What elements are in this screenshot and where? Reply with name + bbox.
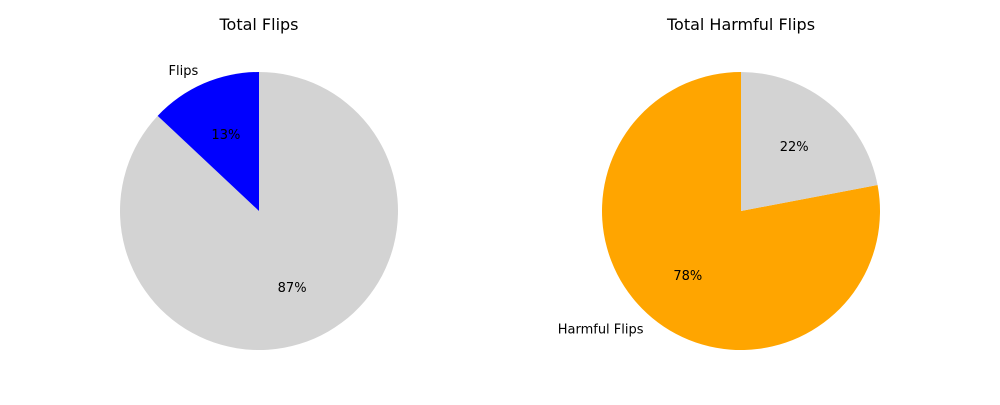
pie-percent-label: 13% bbox=[211, 128, 240, 143]
pie-slice-other bbox=[119, 72, 398, 350]
pie-percent-label: 87% bbox=[278, 281, 307, 296]
pie-slice-flips bbox=[157, 72, 259, 211]
pie-percent-label: 78% bbox=[673, 269, 702, 284]
pie-slice-harmful-flips bbox=[602, 72, 881, 350]
pie-percent-label: 22% bbox=[780, 140, 809, 155]
chart-title: Total Flips bbox=[218, 15, 298, 34]
pie-category-label: Flips bbox=[169, 64, 199, 79]
pie-category-label: Harmful Flips bbox=[558, 322, 644, 337]
pie-slice-other bbox=[741, 72, 878, 211]
pie-chart-total-harmful-flips: Total Harmful Flips 22% 78% Harmful Flips bbox=[558, 15, 881, 350]
chart-title: Total Harmful Flips bbox=[666, 15, 815, 34]
pie-chart-total-flips: Total Flips 13% Flips 87% bbox=[119, 15, 398, 350]
